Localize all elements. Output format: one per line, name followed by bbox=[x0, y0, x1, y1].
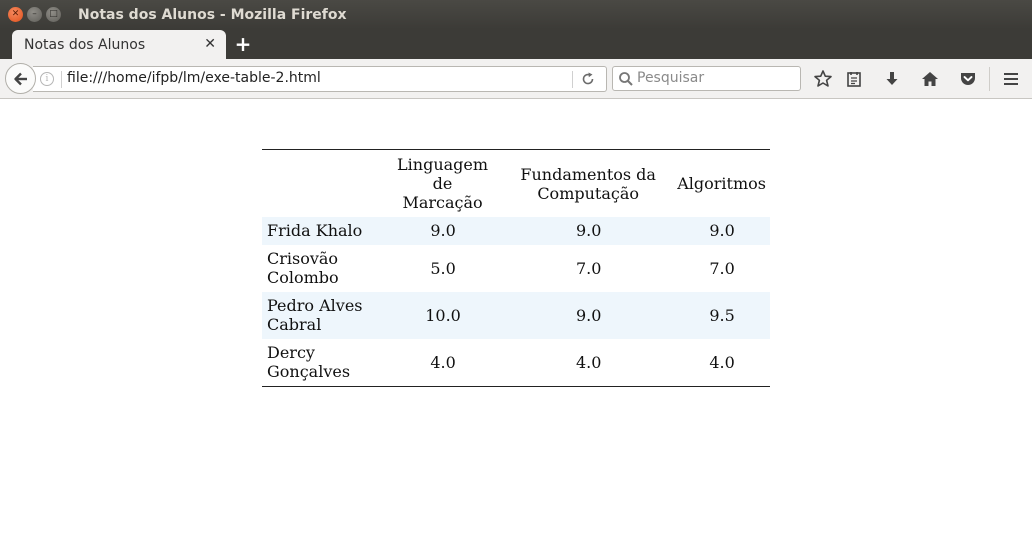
table-header-row: Linguagem de Marcação Fundamentos da Com… bbox=[262, 150, 770, 218]
reload-separator bbox=[572, 71, 573, 88]
download-icon[interactable] bbox=[881, 68, 903, 90]
search-bar[interactable]: Pesquisar bbox=[612, 66, 801, 91]
tab-close-icon[interactable]: ✕ bbox=[204, 36, 216, 52]
header-algoritmos: Algoritmos bbox=[673, 150, 770, 218]
header-line: Linguagem de bbox=[397, 155, 489, 193]
new-tab-button[interactable]: + bbox=[234, 32, 252, 56]
search-input[interactable]: Pesquisar bbox=[637, 70, 705, 86]
table-row: Frida Khalo 9.0 9.0 9.0 bbox=[262, 217, 770, 245]
grade-cell: 4.0 bbox=[575, 352, 602, 372]
window-controls: ✕ – □ bbox=[8, 7, 61, 22]
page-content: Linguagem de Marcação Fundamentos da Com… bbox=[0, 100, 1032, 539]
window-close-button[interactable]: ✕ bbox=[8, 7, 23, 22]
tab-label: Notas dos Alunos bbox=[24, 36, 146, 53]
grade-cell: 7.0 bbox=[709, 258, 735, 278]
toolbar-separator bbox=[989, 67, 990, 91]
window-titlebar: ✕ – □ Notas dos Alunos - Mozilla Firefox bbox=[0, 0, 1032, 29]
reload-icon[interactable] bbox=[580, 71, 596, 87]
name-line: Gonçalves bbox=[267, 362, 351, 381]
name-line: Pedro Alves bbox=[267, 296, 363, 315]
search-icon bbox=[618, 71, 634, 87]
student-name: Crisovão Colombo bbox=[262, 245, 382, 292]
header-line: Marcação bbox=[402, 193, 483, 212]
grade-cell: 4.0 bbox=[430, 352, 456, 372]
window-title: Notas dos Alunos - Mozilla Firefox bbox=[78, 6, 347, 23]
student-name: Frida Khalo bbox=[262, 217, 382, 245]
name-line: Cabral bbox=[267, 315, 322, 334]
navigation-toolbar: i file:///home/ifpb/lm/exe-table-2.html … bbox=[0, 59, 1032, 99]
student-name: Dercy Gonçalves bbox=[262, 339, 382, 387]
back-button[interactable] bbox=[5, 63, 36, 94]
back-arrow-icon bbox=[13, 72, 27, 85]
grade-cell: 9.5 bbox=[673, 292, 770, 339]
header-line: Computação bbox=[537, 183, 640, 203]
window-maximize-button[interactable]: □ bbox=[46, 7, 61, 22]
pocket-icon[interactable] bbox=[957, 68, 979, 90]
header-blank bbox=[262, 150, 382, 218]
menu-icon[interactable] bbox=[1000, 68, 1022, 90]
header-line: Fundamentos da bbox=[520, 164, 656, 184]
bookmark-star-icon[interactable] bbox=[812, 68, 834, 90]
table-row: Pedro Alves Cabral 10.0 9.0 9.5 bbox=[262, 292, 770, 339]
grade-cell: 9.0 bbox=[503, 217, 674, 245]
reading-list-icon[interactable] bbox=[843, 68, 865, 90]
url-bar[interactable]: i file:///home/ifpb/lm/exe-table-2.html bbox=[33, 66, 607, 92]
tab-bar: Notas dos Alunos ✕ + bbox=[0, 29, 1032, 59]
header-linguagem-de-marcacao: Linguagem de Marcação bbox=[382, 150, 503, 218]
table-row: Dercy Gonçalves 4.0 4.0 4.0 bbox=[262, 339, 770, 387]
name-line: Colombo bbox=[267, 268, 339, 287]
home-icon[interactable] bbox=[919, 68, 941, 90]
student-name: Pedro Alves Cabral bbox=[262, 292, 382, 339]
grades-table: Linguagem de Marcação Fundamentos da Com… bbox=[262, 149, 770, 387]
header-fundamentos-da-computacao: Fundamentos da Computação bbox=[503, 150, 673, 218]
name-line: Crisovão bbox=[267, 249, 339, 268]
grade-cell: 5.0 bbox=[430, 258, 456, 278]
grade-cell: 10.0 bbox=[381, 292, 504, 339]
grade-cell: 4.0 bbox=[709, 352, 735, 372]
grade-cell: 7.0 bbox=[575, 258, 602, 278]
name-line: Dercy bbox=[267, 343, 315, 362]
url-text[interactable]: file:///home/ifpb/lm/exe-table-2.html bbox=[67, 70, 321, 86]
window-minimize-button[interactable]: – bbox=[27, 7, 42, 22]
site-info-icon[interactable]: i bbox=[40, 72, 54, 86]
grade-cell: 9.0 bbox=[381, 217, 504, 245]
grade-cell: 9.0 bbox=[503, 292, 674, 339]
grade-cell: 9.0 bbox=[673, 217, 770, 245]
table-row: Crisovão Colombo 5.0 7.0 7.0 bbox=[262, 245, 770, 292]
header-line: Algoritmos bbox=[677, 174, 766, 193]
name-line: Frida Khalo bbox=[267, 220, 363, 240]
url-separator bbox=[61, 71, 62, 88]
tab-notas-dos-alunos[interactable]: Notas dos Alunos ✕ bbox=[12, 30, 226, 59]
